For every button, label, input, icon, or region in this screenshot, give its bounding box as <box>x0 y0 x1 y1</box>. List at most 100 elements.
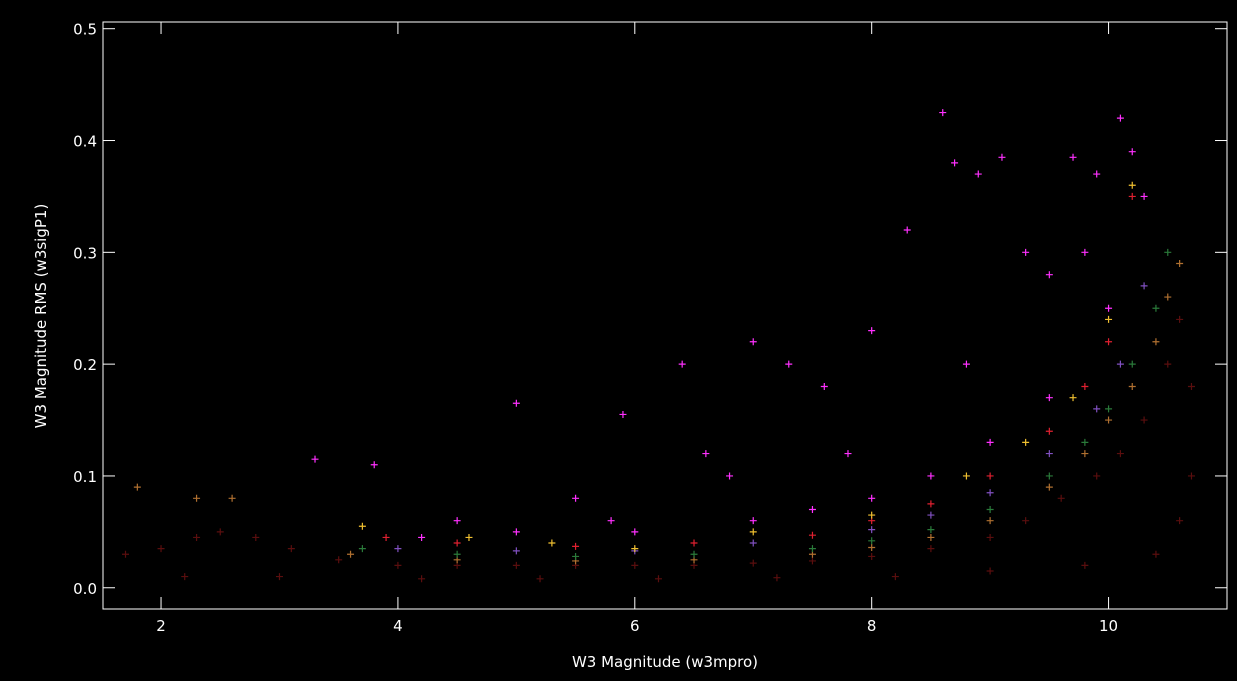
point <box>998 153 1006 161</box>
point <box>927 545 935 553</box>
point <box>1164 293 1172 301</box>
point <box>1081 438 1089 446</box>
point <box>868 494 876 502</box>
point <box>974 170 982 178</box>
point <box>1116 114 1124 122</box>
y-tick-label: 0.3 <box>73 244 97 262</box>
point <box>1152 338 1160 346</box>
point <box>986 489 994 497</box>
point <box>808 531 816 539</box>
point <box>1045 472 1053 480</box>
point <box>157 545 165 553</box>
point <box>702 450 710 458</box>
point <box>193 494 201 502</box>
point <box>1022 517 1030 525</box>
x-tick-label: 6 <box>630 617 640 635</box>
point <box>418 533 426 541</box>
point <box>252 533 260 541</box>
point <box>808 545 816 553</box>
point <box>1140 416 1148 424</box>
point <box>607 517 615 525</box>
point <box>619 410 627 418</box>
point <box>1081 382 1089 390</box>
point <box>951 159 959 167</box>
point <box>1022 248 1030 256</box>
point <box>891 573 899 581</box>
point <box>749 528 757 536</box>
point <box>311 455 319 463</box>
point <box>962 360 970 368</box>
point <box>572 542 580 550</box>
point <box>548 539 556 547</box>
point <box>690 550 698 558</box>
x-tick-label: 8 <box>867 617 877 635</box>
point <box>868 511 876 519</box>
point <box>844 450 852 458</box>
point <box>465 533 473 541</box>
point <box>690 539 698 547</box>
point <box>1176 315 1184 323</box>
point <box>1128 360 1136 368</box>
point <box>1140 282 1148 290</box>
point <box>122 550 130 558</box>
point <box>1128 192 1136 200</box>
point <box>228 494 236 502</box>
point <box>394 561 402 569</box>
point <box>986 517 994 525</box>
x-tick-label: 10 <box>1099 617 1118 635</box>
point <box>1081 561 1089 569</box>
point <box>572 552 580 560</box>
point <box>986 533 994 541</box>
point <box>193 533 201 541</box>
point <box>631 561 639 569</box>
point <box>808 557 816 565</box>
point <box>1093 405 1101 413</box>
point <box>749 517 757 525</box>
point <box>370 461 378 469</box>
point <box>347 550 355 558</box>
point <box>275 573 283 581</box>
point <box>1022 438 1030 446</box>
point <box>749 338 757 346</box>
plot-frame <box>102 21 1228 610</box>
point <box>903 226 911 234</box>
point <box>1045 450 1053 458</box>
point <box>986 438 994 446</box>
point <box>335 556 343 564</box>
y-tick-label: 0.4 <box>73 133 97 151</box>
point <box>773 574 781 582</box>
point <box>1128 382 1136 390</box>
point <box>868 537 876 545</box>
point <box>453 539 461 547</box>
point <box>1105 338 1113 346</box>
y-tick-label: 0.2 <box>73 356 97 374</box>
point <box>726 472 734 480</box>
point <box>749 559 757 567</box>
point <box>1187 382 1195 390</box>
point <box>1128 181 1136 189</box>
point <box>287 545 295 553</box>
point <box>1152 550 1160 558</box>
point <box>358 545 366 553</box>
point <box>394 545 402 553</box>
point <box>868 544 876 552</box>
point <box>216 528 224 536</box>
point <box>785 360 793 368</box>
point <box>1105 405 1113 413</box>
point <box>749 539 757 547</box>
y-tick-label: 0.0 <box>73 580 97 598</box>
point <box>927 472 935 480</box>
point <box>1116 360 1124 368</box>
point <box>1105 315 1113 323</box>
point <box>868 327 876 335</box>
point <box>986 472 994 480</box>
point <box>1140 192 1148 200</box>
x-tick-label: 2 <box>156 617 166 635</box>
point <box>1105 416 1113 424</box>
point <box>1057 494 1065 502</box>
point <box>1128 148 1136 156</box>
point <box>572 494 580 502</box>
point <box>654 575 662 583</box>
